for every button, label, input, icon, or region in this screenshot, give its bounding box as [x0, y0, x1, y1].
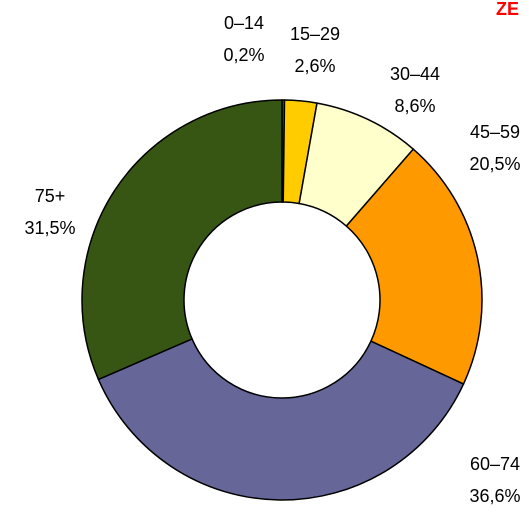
value-label: 20,5% — [469, 154, 520, 174]
category-label: 30–44 — [390, 64, 440, 84]
value-label: 36,6% — [469, 486, 520, 506]
donut-slice — [345, 148, 483, 386]
donut-slice — [97, 337, 465, 501]
category-label: 60–74 — [470, 454, 520, 474]
category-label: 15–29 — [290, 24, 340, 44]
value-label: 31,5% — [24, 218, 75, 238]
value-label: 0,2% — [223, 45, 264, 65]
category-label: 0–14 — [224, 13, 264, 33]
value-label: 2,6% — [294, 56, 335, 76]
chart-title: ZE — [496, 0, 519, 19]
donut-slice — [81, 99, 283, 381]
category-label: 45–59 — [470, 122, 520, 142]
value-label: 8,6% — [394, 96, 435, 116]
category-label: 75+ — [35, 186, 66, 206]
